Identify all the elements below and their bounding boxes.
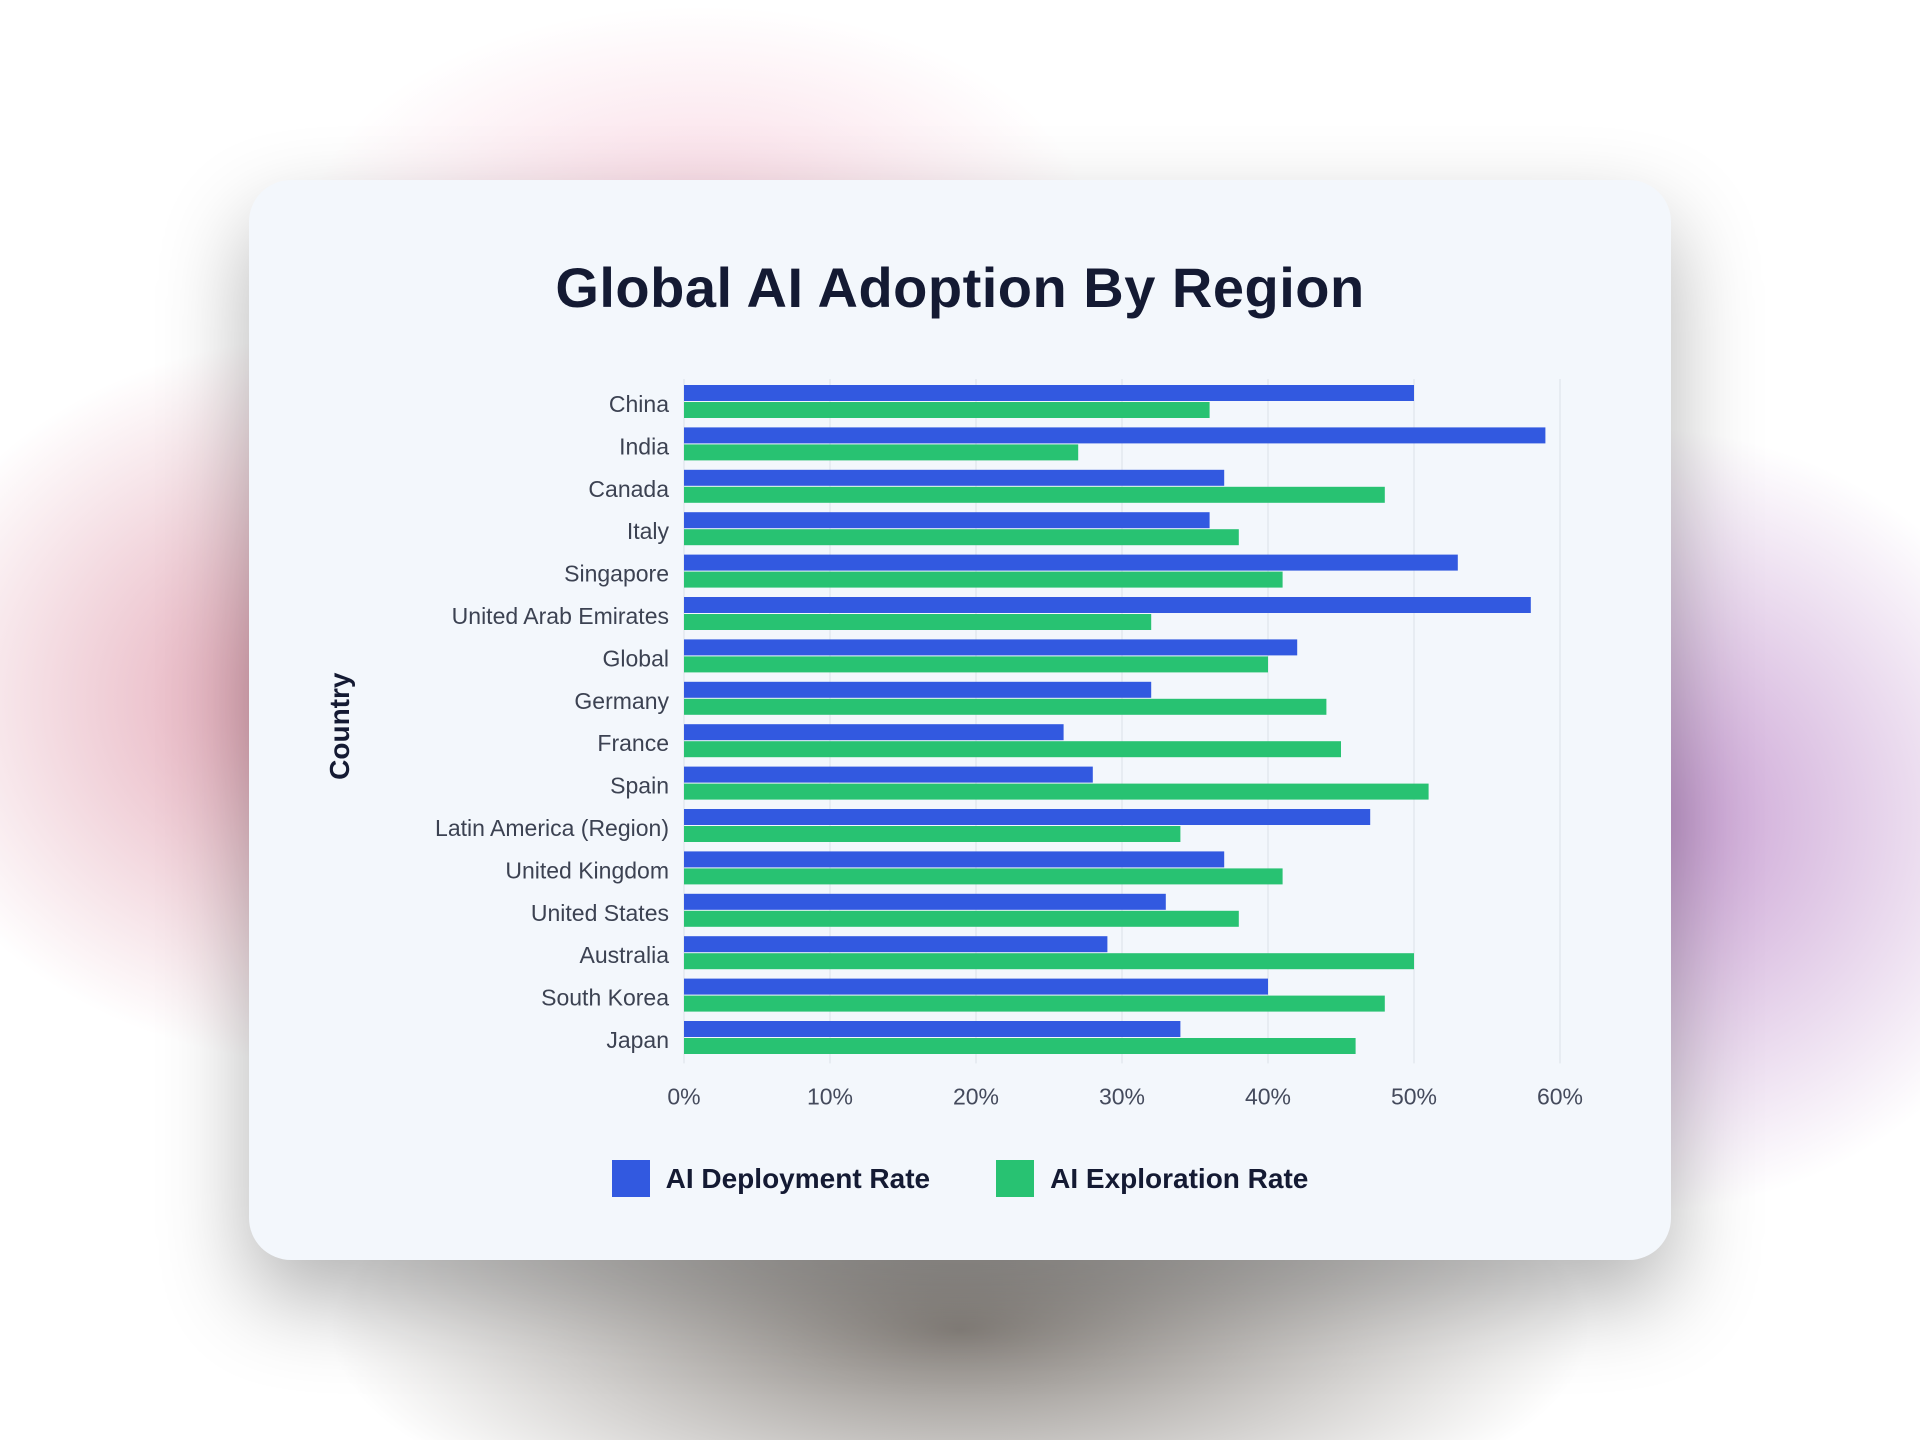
- y-axis-title: Country: [324, 672, 355, 780]
- bar-deployment: [684, 597, 1531, 613]
- chart-card: [249, 180, 1671, 1260]
- x-tick-label: 50%: [1391, 1083, 1437, 1109]
- bar-deployment: [684, 1021, 1181, 1037]
- bar-deployment: [684, 681, 1152, 698]
- legend-swatch-deployment: [611, 1160, 650, 1197]
- bar-exploration: [684, 783, 1429, 800]
- bar-exploration: [684, 402, 1210, 418]
- bar-exploration: [684, 826, 1181, 842]
- x-tick-label: 20%: [953, 1083, 999, 1109]
- bar-exploration: [684, 910, 1239, 927]
- y-tick-label: United States: [531, 900, 669, 926]
- y-tick-label: South Korea: [541, 985, 669, 1011]
- x-tick-label: 40%: [1245, 1083, 1291, 1109]
- bar-deployment: [684, 893, 1166, 910]
- x-tick-label: 0%: [667, 1083, 700, 1109]
- bar-deployment: [684, 639, 1298, 656]
- y-tick-label: Canada: [588, 476, 669, 502]
- bar-deployment: [684, 427, 1546, 444]
- bar-deployment: [684, 766, 1093, 783]
- legend-label-exploration: AI Exploration Rate: [1050, 1162, 1309, 1194]
- chart-title: Global AI Adoption By Region: [555, 256, 1365, 319]
- bar-exploration: [684, 614, 1152, 630]
- x-tick-label: 10%: [807, 1083, 853, 1109]
- bar-deployment: [684, 554, 1458, 571]
- x-tick-label: 30%: [1099, 1083, 1145, 1109]
- x-tick-label: 60%: [1537, 1083, 1583, 1109]
- y-tick-label: Global: [603, 645, 669, 671]
- legend: AI Deployment Rate AI Exploration Rate: [0, 1160, 1920, 1197]
- y-tick-label: Australia: [580, 942, 670, 968]
- bar-exploration: [684, 953, 1414, 970]
- bar-exploration: [684, 444, 1079, 461]
- y-tick-label: France: [597, 730, 669, 756]
- legend-item-exploration: AI Exploration Rate: [996, 1160, 1308, 1197]
- legend-item-deployment: AI Deployment Rate: [611, 1160, 931, 1197]
- legend-label-deployment: AI Deployment Rate: [665, 1162, 931, 1194]
- bar-exploration: [684, 486, 1385, 503]
- bar-exploration: [684, 571, 1283, 588]
- y-tick-label: China: [609, 391, 669, 417]
- bar-exploration: [684, 698, 1327, 715]
- bar-deployment: [684, 809, 1371, 825]
- y-tick-label: Spain: [610, 773, 669, 799]
- bar-deployment: [684, 851, 1225, 868]
- legend-swatch-exploration: [996, 1160, 1035, 1197]
- y-tick-label: Latin America (Region): [435, 815, 669, 841]
- bar-deployment: [684, 385, 1414, 401]
- bar-exploration: [684, 1038, 1356, 1054]
- bar-deployment: [684, 978, 1268, 995]
- bar-exploration: [684, 868, 1283, 885]
- y-tick-label: Germany: [574, 688, 669, 714]
- bar-deployment: [684, 512, 1210, 529]
- bar-deployment: [684, 724, 1064, 741]
- y-tick-label: United Kingdom: [505, 857, 669, 883]
- y-tick-label: Japan: [606, 1027, 669, 1053]
- y-tick-label: Italy: [627, 518, 670, 544]
- bar-exploration: [684, 529, 1239, 546]
- bar-exploration: [684, 741, 1341, 758]
- bar-exploration: [684, 995, 1385, 1012]
- bar-exploration: [684, 656, 1268, 673]
- bar-deployment: [684, 469, 1225, 486]
- y-tick-label: United Arab Emirates: [452, 603, 669, 629]
- y-tick-label: Singapore: [564, 561, 669, 587]
- y-tick-label: India: [619, 433, 669, 459]
- bar-deployment: [684, 936, 1108, 953]
